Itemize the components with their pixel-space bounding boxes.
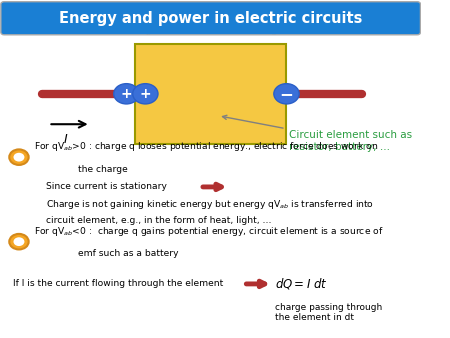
- Text: For qV$_{ab}$>0 : charge q looses potential energy., electric force does work on: For qV$_{ab}$>0 : charge q looses potent…: [34, 140, 378, 153]
- Text: V$_b$: V$_b$: [263, 23, 278, 38]
- Text: +: +: [140, 87, 151, 101]
- Circle shape: [9, 234, 29, 249]
- Circle shape: [14, 153, 24, 162]
- Circle shape: [114, 84, 139, 104]
- Text: −: −: [279, 85, 293, 103]
- Text: Since current is stationary: Since current is stationary: [46, 183, 167, 191]
- Text: If I is the current flowing through the element: If I is the current flowing through the …: [13, 280, 223, 288]
- Text: V$_a$: V$_a$: [137, 23, 152, 38]
- Text: For qV$_{ab}$<0 :  charge q gains potential energy, circuit element is a source : For qV$_{ab}$<0 : charge q gains potenti…: [34, 225, 383, 238]
- Text: +: +: [121, 87, 132, 101]
- Text: charge passing through
the element in dt: charge passing through the element in dt: [274, 303, 382, 322]
- Circle shape: [14, 237, 24, 246]
- Circle shape: [133, 84, 158, 104]
- Text: Energy and power in electric circuits: Energy and power in electric circuits: [59, 11, 362, 26]
- Text: I: I: [63, 133, 67, 146]
- Circle shape: [274, 84, 299, 104]
- Circle shape: [9, 149, 29, 165]
- Text: Circuit element such as
resistor, battery, …: Circuit element such as resistor, batter…: [222, 115, 412, 152]
- FancyBboxPatch shape: [1, 2, 420, 35]
- Text: the charge: the charge: [78, 165, 128, 174]
- Bar: [135, 44, 287, 144]
- Text: $dQ = I\ dt$: $dQ = I\ dt$: [274, 276, 328, 291]
- Text: circuit element, e.g., in the form of heat, light, …: circuit element, e.g., in the form of he…: [46, 216, 272, 224]
- Text: emf such as a battery: emf such as a battery: [78, 249, 179, 258]
- Text: Charge is not gaining kinetic energy but energy qV$_{ab}$ is transferred into: Charge is not gaining kinetic energy but…: [46, 198, 374, 211]
